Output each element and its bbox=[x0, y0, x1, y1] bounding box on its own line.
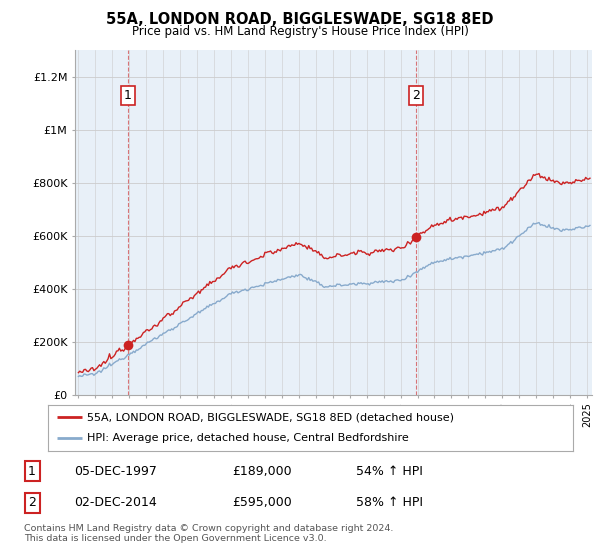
Text: 54% ↑ HPI: 54% ↑ HPI bbox=[356, 465, 423, 478]
Text: 58% ↑ HPI: 58% ↑ HPI bbox=[356, 496, 424, 510]
Text: 55A, LONDON ROAD, BIGGLESWADE, SG18 8ED: 55A, LONDON ROAD, BIGGLESWADE, SG18 8ED bbox=[106, 12, 494, 27]
Text: 55A, LONDON ROAD, BIGGLESWADE, SG18 8ED (detached house): 55A, LONDON ROAD, BIGGLESWADE, SG18 8ED … bbox=[88, 412, 454, 422]
Text: £189,000: £189,000 bbox=[232, 465, 292, 478]
Text: HPI: Average price, detached house, Central Bedfordshire: HPI: Average price, detached house, Cent… bbox=[88, 433, 409, 444]
Text: £595,000: £595,000 bbox=[232, 496, 292, 510]
Text: Price paid vs. HM Land Registry's House Price Index (HPI): Price paid vs. HM Land Registry's House … bbox=[131, 25, 469, 38]
Text: 05-DEC-1997: 05-DEC-1997 bbox=[74, 465, 157, 478]
Text: 1: 1 bbox=[28, 465, 36, 478]
Text: 02-DEC-2014: 02-DEC-2014 bbox=[74, 496, 157, 510]
Text: 2: 2 bbox=[28, 496, 36, 510]
Text: Contains HM Land Registry data © Crown copyright and database right 2024.
This d: Contains HM Land Registry data © Crown c… bbox=[24, 524, 394, 543]
Text: 1: 1 bbox=[124, 88, 132, 102]
Text: 2: 2 bbox=[412, 88, 420, 102]
